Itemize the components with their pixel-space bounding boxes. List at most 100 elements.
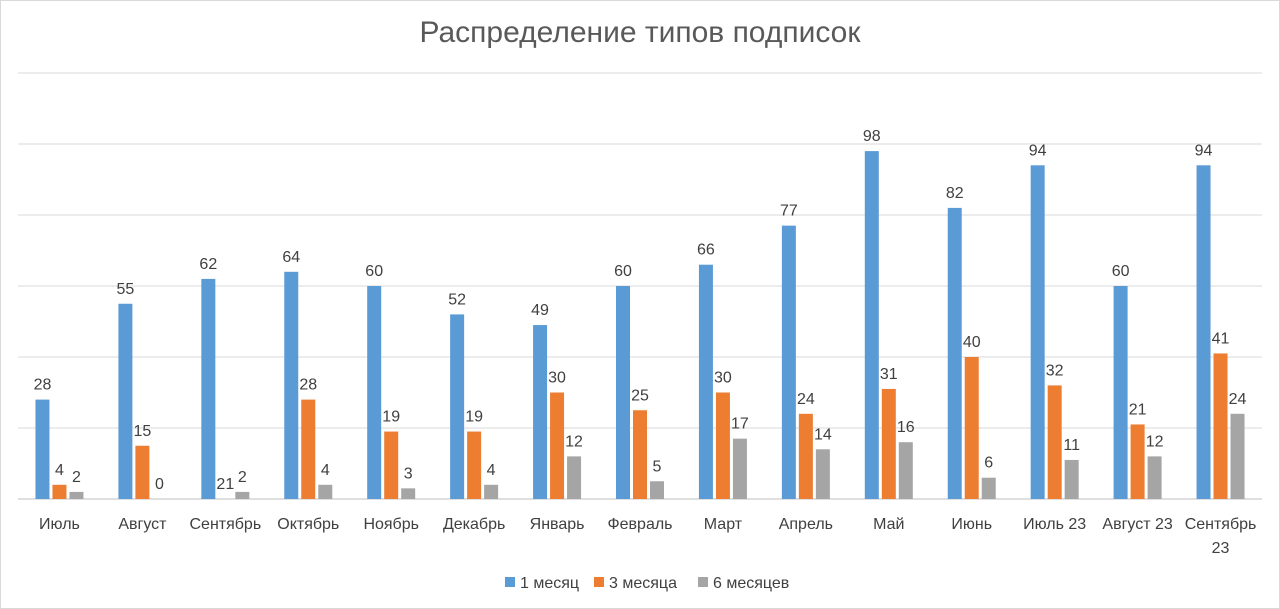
data-label: 49 (531, 302, 549, 319)
data-label: 0 (155, 476, 164, 493)
bar-2 (964, 357, 979, 499)
data-label: 30 (714, 370, 732, 387)
data-label: 2 (238, 469, 247, 486)
data-label: 30 (548, 370, 566, 387)
bar-2 (135, 445, 150, 499)
bar-3 (1230, 413, 1245, 499)
bar-3 (484, 484, 499, 499)
x-tick-label: Январь (530, 516, 585, 533)
x-tick-label: Ноябрь (363, 516, 419, 533)
bar-1 (1113, 286, 1128, 499)
data-label: 94 (1029, 142, 1047, 159)
data-label: 4 (55, 462, 64, 479)
data-label: 77 (780, 203, 798, 220)
data-label: 32 (1046, 362, 1064, 379)
data-label: 82 (946, 185, 964, 202)
bar-1 (864, 151, 879, 499)
x-axis: Июль Август Сентябрь Октябрь Ноябрь Декабрь Ян… (39, 516, 1256, 557)
bar-2 (633, 410, 647, 499)
x-tick-label: Апрель (779, 516, 833, 533)
data-label: 3 (404, 465, 413, 482)
data-label: 28 (34, 377, 52, 394)
data-label: 16 (897, 419, 915, 436)
x-tick-label: Сентябрь (189, 516, 261, 533)
data-label: 17 (731, 416, 749, 433)
data-label: 21 (216, 476, 234, 493)
data-label: 24 (797, 391, 815, 408)
bar-3 (235, 491, 250, 499)
bar-1 (450, 314, 465, 499)
chart-title: Распределение типов подписок (419, 16, 861, 49)
x-tick-label: Июль 23 (1023, 516, 1086, 533)
data-label: 2 (72, 469, 81, 486)
bar-2 (467, 431, 482, 499)
data-label: 4 (321, 462, 330, 479)
legend-label: 1 месяц (520, 575, 579, 592)
legend: 1 месяц 3 месяца 6 месяцев (505, 575, 789, 592)
data-label: 40 (963, 334, 981, 351)
bar-1 (35, 399, 50, 499)
x-tick-label: Июль (39, 516, 80, 533)
x-tick-label: Сентябрь (1185, 516, 1257, 533)
bar-1 (1030, 165, 1045, 500)
bar-1 (201, 278, 216, 499)
bar-3 (69, 491, 84, 499)
bar-1 (781, 225, 796, 499)
legend-swatch (505, 577, 515, 587)
bar-3 (732, 438, 747, 499)
data-label: 60 (614, 263, 632, 280)
bar-1 (616, 286, 630, 499)
data-label: 60 (1112, 263, 1130, 280)
legend-label: 3 месяца (609, 575, 677, 592)
x-tick-label: Август 23 (1102, 516, 1173, 533)
bar-1 (1196, 165, 1211, 500)
bar-2 (550, 392, 565, 499)
bar-3 (815, 449, 830, 499)
bar-2 (715, 392, 730, 499)
bar-3 (898, 442, 913, 499)
data-label: 14 (814, 426, 832, 443)
data-label: 19 (465, 409, 483, 426)
bar-3 (1064, 459, 1079, 499)
legend-swatch (594, 577, 604, 587)
bar-1 (118, 303, 133, 499)
data-label: 66 (697, 242, 715, 259)
bar-3 (401, 488, 416, 499)
x-tick-label: Август (118, 516, 167, 533)
bar-2 (1047, 385, 1062, 499)
data-label: 24 (1229, 391, 1247, 408)
gridlines (18, 72, 1262, 500)
bar-3 (981, 477, 996, 499)
x-tick-label: Октябрь (277, 516, 339, 533)
bar-1 (367, 286, 382, 499)
data-label: 4 (487, 462, 496, 479)
data-label: 19 (382, 409, 400, 426)
bar-1 (533, 325, 548, 499)
data-label: 11 (1063, 437, 1080, 454)
x-tick-label: Февраль (607, 516, 672, 533)
legend-swatch (698, 577, 708, 587)
data-label: 6 (984, 455, 993, 472)
bar-1 (698, 264, 713, 499)
legend-label: 6 месяцев (713, 575, 789, 592)
data-label: 5 (653, 458, 662, 475)
data-label: 55 (117, 281, 135, 298)
data-label: 12 (1146, 433, 1164, 450)
x-tick-label: Декабрь (443, 516, 505, 533)
bar-3 (318, 484, 333, 499)
data-label: 60 (365, 263, 383, 280)
bar-2 (798, 413, 813, 499)
bar-3 (650, 481, 664, 499)
data-label: 25 (631, 387, 649, 404)
bar-3 (567, 456, 582, 499)
bar-2 (384, 431, 399, 499)
data-label: 64 (282, 249, 300, 266)
data-label: 41 (1212, 330, 1230, 347)
data-label: 31 (880, 366, 898, 383)
data-label: 12 (565, 433, 583, 450)
bar-1 (284, 271, 299, 499)
bars (35, 151, 1245, 500)
x-tick-label: Март (704, 516, 743, 533)
